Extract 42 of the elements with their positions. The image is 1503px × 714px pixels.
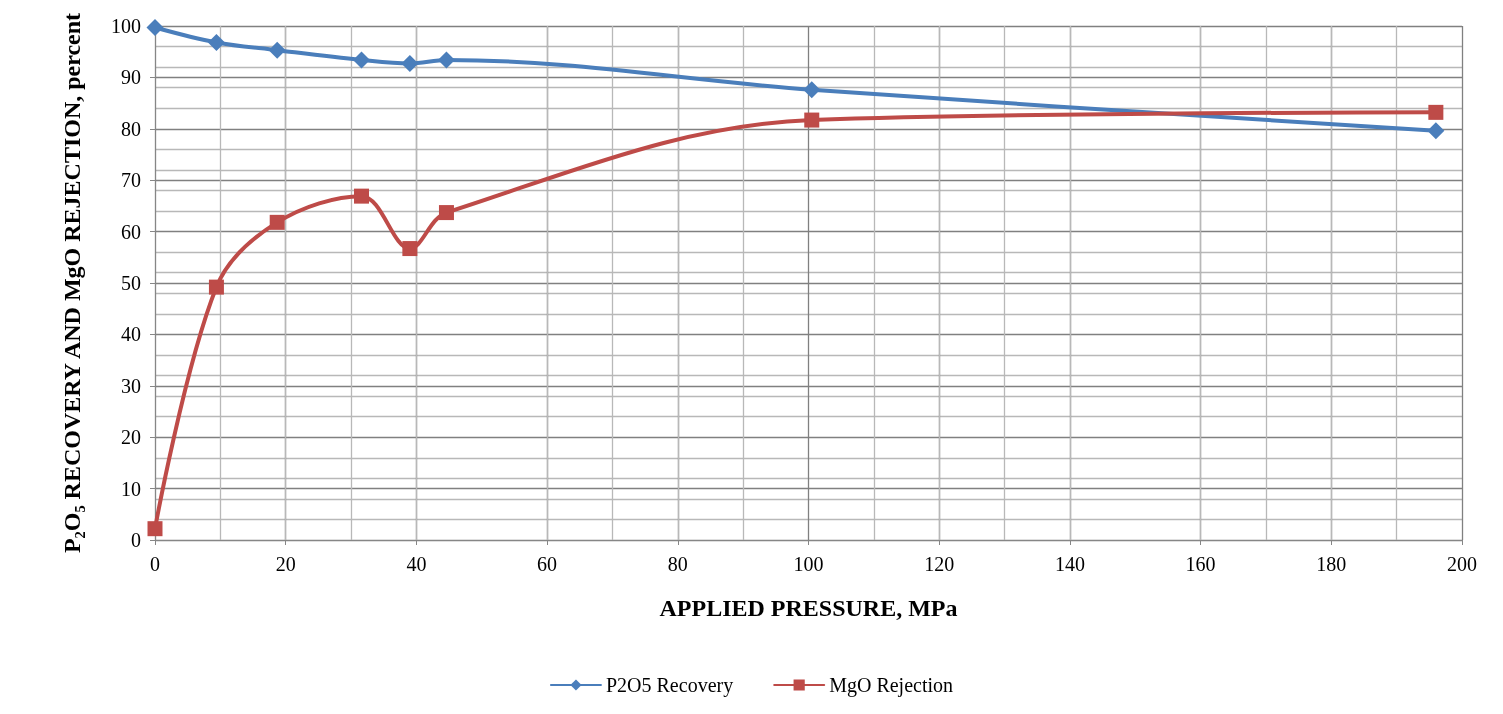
point [147, 521, 163, 537]
y-tick-label: 50 [121, 272, 141, 294]
point [146, 19, 164, 37]
x-tick-label: 200 [1447, 553, 1477, 575]
point [1428, 104, 1444, 120]
x-tick-label: 20 [275, 553, 296, 575]
y-tick-label: 40 [121, 323, 141, 346]
y-tick-label: 70 [121, 169, 141, 192]
x-axis-title: APPLIED PRESSURE, MPa [659, 595, 958, 621]
x-tick-label: 80 [667, 553, 688, 575]
point [353, 51, 371, 69]
point [402, 241, 418, 257]
y-tick-label: 20 [121, 426, 141, 449]
y-tick-label: 90 [121, 66, 141, 89]
point [438, 205, 454, 221]
y-tick-label: 0 [131, 529, 141, 551]
point [804, 112, 820, 128]
x-tick-label: 160 [1185, 553, 1216, 575]
y-tick-label: 30 [121, 374, 141, 397]
point [1427, 122, 1445, 140]
point [269, 214, 285, 230]
point [268, 41, 286, 59]
y-tick-label: 10 [121, 477, 141, 500]
y-axis-title: P₂O₅ RECOVERY AND MgO REJECTION, percent [59, 12, 85, 554]
legend-label: P2O5 Recovery [605, 674, 734, 697]
point [354, 188, 370, 204]
y-tick-label: 100 [111, 15, 141, 37]
x-tick-label: 180 [1316, 553, 1347, 575]
point [803, 81, 821, 99]
x-tick-label: 40 [406, 553, 427, 575]
x-tick-label: 140 [1054, 553, 1085, 575]
point [207, 33, 225, 51]
y-tick-label: 60 [121, 220, 141, 243]
y-tick-label: 80 [121, 117, 141, 140]
x-tick-label: 0 [150, 553, 160, 575]
point [401, 55, 419, 73]
x-tick-label: 120 [924, 553, 955, 575]
x-tick-label: 100 [793, 553, 824, 575]
point [437, 51, 455, 69]
point [208, 279, 224, 295]
x-tick-label: 60 [537, 553, 558, 575]
legend-label: MgO Rejection [829, 674, 954, 697]
